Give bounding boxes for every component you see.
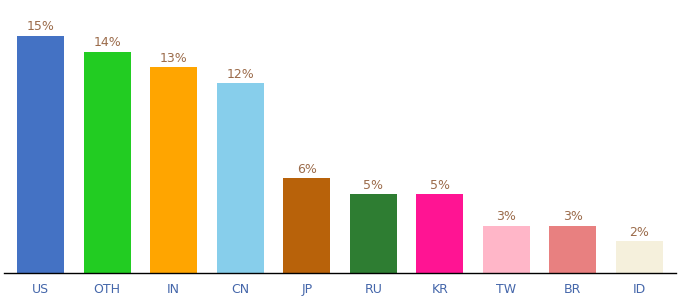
Bar xyxy=(84,52,131,273)
Bar xyxy=(350,194,396,273)
Text: 6%: 6% xyxy=(296,163,317,176)
Bar xyxy=(217,83,264,273)
Text: 5%: 5% xyxy=(363,178,384,192)
Text: 3%: 3% xyxy=(563,210,583,223)
Bar xyxy=(150,68,197,273)
Text: 12%: 12% xyxy=(226,68,254,81)
Text: 13%: 13% xyxy=(160,52,188,65)
Text: 3%: 3% xyxy=(496,210,516,223)
Bar xyxy=(549,226,596,273)
Bar xyxy=(284,178,330,273)
Text: 14%: 14% xyxy=(93,36,121,49)
Bar xyxy=(483,226,530,273)
Text: 15%: 15% xyxy=(27,20,54,33)
Bar xyxy=(416,194,463,273)
Text: 5%: 5% xyxy=(430,178,449,192)
Bar xyxy=(18,36,64,273)
Text: 2%: 2% xyxy=(629,226,649,239)
Bar xyxy=(616,242,662,273)
